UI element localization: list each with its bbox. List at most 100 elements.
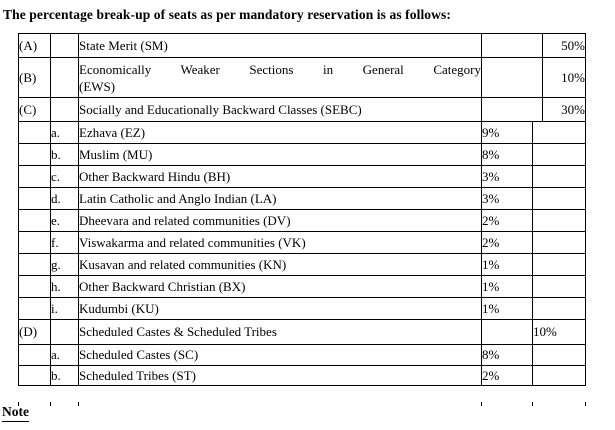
row-key-cell: (D) bbox=[18, 319, 51, 345]
row-label-cell: Scheduled Castes & Scheduled Tribes bbox=[78, 319, 482, 345]
table-border-stub bbox=[585, 402, 586, 406]
table-row-st: b. Scheduled Tribes (ST) 2% bbox=[18, 365, 586, 386]
row-subkey-cell: d. bbox=[50, 187, 79, 210]
table-border-stub bbox=[78, 402, 79, 406]
table-border-stub bbox=[481, 402, 482, 406]
table-row-dv: e. Dheevara and related communities (DV)… bbox=[18, 209, 586, 232]
row-label-line1: Economically Weaker Sections in General … bbox=[79, 61, 481, 77]
row-empty-cell bbox=[481, 33, 543, 58]
row-empty-cell bbox=[532, 187, 586, 210]
row-label-cell: Latin Catholic and Anglo Indian (LA) bbox=[78, 187, 482, 210]
row-subkey-cell: b. bbox=[50, 365, 79, 386]
row-subpct-cell: 9% bbox=[481, 121, 533, 144]
row-empty-cell bbox=[532, 209, 586, 232]
row-label-cell: Dheevara and related communities (DV) bbox=[78, 209, 482, 232]
table-row-muslim: b. Muslim (MU) 8% bbox=[18, 143, 586, 166]
reservation-table: (A) State Merit (SM) 50% (B) Economicall… bbox=[18, 33, 586, 386]
row-empty-cell bbox=[532, 253, 586, 276]
table-row-ews: (B) Economically Weaker Sections in Gene… bbox=[18, 57, 586, 98]
row-mainpct-cell: 50% bbox=[542, 33, 586, 58]
row-mainpct-cell: 10% bbox=[542, 57, 586, 98]
row-subkey-cell bbox=[50, 319, 79, 345]
row-mainpct-cell: 10% bbox=[532, 319, 586, 345]
row-key-cell bbox=[18, 297, 51, 320]
table-border-stub bbox=[50, 402, 51, 406]
note-heading: Note bbox=[2, 404, 29, 422]
row-empty-cell bbox=[532, 297, 586, 320]
row-empty-cell bbox=[481, 319, 533, 345]
row-label-cell: Economically Weaker Sections in General … bbox=[78, 57, 482, 98]
row-key-cell bbox=[18, 365, 51, 386]
row-label-cell: Viswakarma and related communities (VK) bbox=[78, 231, 482, 254]
row-subkey-cell: g. bbox=[50, 253, 79, 276]
row-label-cell: Other Backward Christian (BX) bbox=[78, 275, 482, 298]
row-subpct-cell: 8% bbox=[481, 344, 533, 366]
row-subpct-cell: 8% bbox=[481, 143, 533, 166]
row-empty-cell bbox=[532, 275, 586, 298]
row-subpct-cell: 2% bbox=[481, 365, 533, 386]
table-row-ku: i. Kudumbi (KU) 1% bbox=[18, 297, 586, 320]
row-label-cell: Ezhava (EZ) bbox=[78, 121, 482, 144]
row-subkey-cell: f. bbox=[50, 231, 79, 254]
row-key-cell bbox=[18, 209, 51, 232]
row-subkey-cell: b. bbox=[50, 143, 79, 166]
row-label-cell: Kusavan and related communities (KN) bbox=[78, 253, 482, 276]
row-subkey-cell: e. bbox=[50, 209, 79, 232]
row-empty-cell bbox=[532, 365, 586, 386]
row-subpct-cell: 1% bbox=[481, 253, 533, 276]
row-key-cell bbox=[18, 165, 51, 188]
row-subkey-cell bbox=[50, 97, 79, 122]
row-key-cell bbox=[18, 231, 51, 254]
row-label-cell: Kudumbi (KU) bbox=[78, 297, 482, 320]
row-subkey-cell: i. bbox=[50, 297, 79, 320]
row-label-cell: Other Backward Hindu (BH) bbox=[78, 165, 482, 188]
row-subkey-cell bbox=[50, 57, 79, 98]
row-subkey-cell: a. bbox=[50, 344, 79, 366]
table-row-state-merit: (A) State Merit (SM) 50% bbox=[18, 33, 586, 58]
row-subkey-cell bbox=[50, 33, 79, 58]
row-key-cell bbox=[18, 187, 51, 210]
row-subpct-cell: 2% bbox=[481, 231, 533, 254]
table-row-sc-st: (D) Scheduled Castes & Scheduled Tribes … bbox=[18, 319, 586, 345]
row-empty-cell bbox=[532, 231, 586, 254]
table-row-vk: f. Viswakarma and related communities (V… bbox=[18, 231, 586, 254]
row-subpct-cell: 3% bbox=[481, 187, 533, 210]
row-subpct-cell: 3% bbox=[481, 165, 533, 188]
row-key-cell bbox=[18, 143, 51, 166]
row-mainpct-cell: 30% bbox=[542, 97, 586, 122]
row-key-cell: (C) bbox=[18, 97, 51, 122]
row-label-cell: Scheduled Tribes (ST) bbox=[78, 365, 482, 386]
row-empty-cell bbox=[532, 165, 586, 188]
table-row-kn: g. Kusavan and related communities (KN) … bbox=[18, 253, 586, 276]
row-key-cell: (A) bbox=[18, 33, 51, 58]
row-label-cell: Socially and Educationally Backward Clas… bbox=[78, 97, 482, 122]
row-key-cell bbox=[18, 275, 51, 298]
table-row-ezhava: a. Ezhava (EZ) 9% bbox=[18, 121, 586, 144]
row-empty-cell bbox=[481, 97, 543, 122]
table-row-la: d. Latin Catholic and Anglo Indian (LA) … bbox=[18, 187, 586, 210]
row-subkey-cell: a. bbox=[50, 121, 79, 144]
row-key-cell bbox=[18, 253, 51, 276]
row-subkey-cell: h. bbox=[50, 275, 79, 298]
row-subpct-cell: 1% bbox=[481, 297, 533, 320]
row-subkey-cell: c. bbox=[50, 165, 79, 188]
row-subpct-cell: 1% bbox=[481, 275, 533, 298]
row-key-cell bbox=[18, 344, 51, 366]
row-empty-cell bbox=[481, 57, 543, 98]
table-border-stub bbox=[532, 402, 533, 406]
row-key-cell: (B) bbox=[18, 57, 51, 98]
table-border-stub bbox=[18, 402, 19, 406]
table-row-bx: h. Other Backward Christian (BX) 1% bbox=[18, 275, 586, 298]
row-subpct-cell: 2% bbox=[481, 209, 533, 232]
row-label-line2: (EWS) bbox=[79, 78, 116, 94]
row-empty-cell bbox=[532, 143, 586, 166]
row-label-cell: Scheduled Castes (SC) bbox=[78, 344, 482, 366]
page-title: The percentage break-up of seats as per … bbox=[3, 7, 451, 22]
row-empty-cell bbox=[532, 344, 586, 366]
row-empty-cell bbox=[532, 121, 586, 144]
row-label-cell: State Merit (SM) bbox=[78, 33, 482, 58]
row-label-cell: Muslim (MU) bbox=[78, 143, 482, 166]
table-row-sc: a. Scheduled Castes (SC) 8% bbox=[18, 344, 586, 366]
table-row-sebc: (C) Socially and Educationally Backward … bbox=[18, 97, 586, 122]
row-key-cell bbox=[18, 121, 51, 144]
